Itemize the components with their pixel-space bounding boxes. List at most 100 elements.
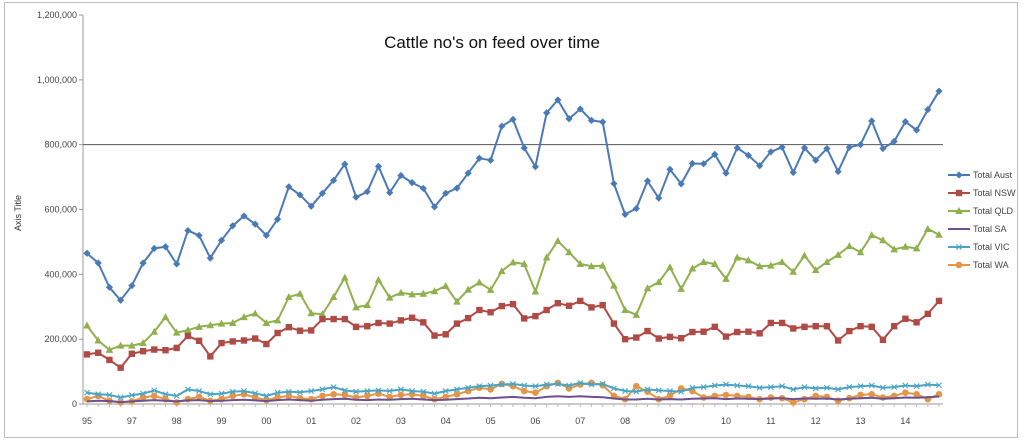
marker-stroke <box>924 381 931 388</box>
data-point <box>408 290 416 298</box>
data-point <box>363 392 371 400</box>
data-point <box>195 322 203 330</box>
x-tick-label: 13 <box>856 416 866 426</box>
data-point <box>352 193 360 201</box>
marker-stroke <box>835 386 842 393</box>
data-point <box>666 263 674 271</box>
marker-stroke <box>207 391 214 398</box>
marker-stroke <box>532 383 539 390</box>
x-tick-label: 95 <box>82 416 92 426</box>
data-point <box>543 381 550 388</box>
data-point <box>644 327 651 335</box>
data-point <box>251 394 259 401</box>
data-point <box>622 388 629 395</box>
data-point <box>117 364 124 371</box>
data-point <box>83 351 91 358</box>
marker-stroke <box>678 388 685 395</box>
data-point <box>756 330 763 337</box>
data-point <box>856 248 865 256</box>
data-point <box>486 156 495 164</box>
chart-frame: 0 200,000 400,000 600,000 800,000 1,000,000 1,… <box>4 2 1018 438</box>
data-point <box>767 384 774 391</box>
data-point <box>150 392 158 400</box>
marker-stroke <box>364 388 371 395</box>
x-tick-label: 14 <box>900 416 910 426</box>
marker-stroke <box>252 390 259 397</box>
marker-stroke <box>196 388 203 395</box>
data-point <box>610 385 617 392</box>
data-point <box>890 245 898 253</box>
data-point <box>229 392 237 400</box>
series-line-total-qld <box>86 227 940 351</box>
data-point <box>711 323 718 331</box>
data-point <box>420 319 427 326</box>
data-point <box>800 251 809 259</box>
data-point <box>431 332 438 339</box>
legend-label: Total QLD <box>973 206 1014 216</box>
data-point <box>767 148 775 156</box>
data-point <box>285 323 292 331</box>
data-point <box>162 391 169 398</box>
data-point <box>879 394 887 401</box>
data-point <box>184 226 192 235</box>
data-point <box>745 383 752 390</box>
data-point <box>565 302 573 309</box>
data-point <box>319 315 326 323</box>
data-point <box>161 313 170 321</box>
data-point <box>689 328 696 336</box>
x-tick-label: 06 <box>530 416 540 426</box>
data-point <box>857 323 864 330</box>
data-point <box>565 115 573 123</box>
x-tick-label: 10 <box>721 416 731 426</box>
marker-stroke <box>330 384 337 391</box>
data-point <box>341 273 349 281</box>
data-point <box>755 262 764 270</box>
data-point <box>588 304 595 311</box>
data-point <box>128 392 135 399</box>
marker-stroke <box>453 386 460 393</box>
data-point <box>285 388 292 395</box>
data-point <box>173 392 180 399</box>
legend-item-total-wa: Total WA <box>948 260 1009 270</box>
data-point <box>420 392 427 400</box>
data-point <box>329 293 338 301</box>
marker-stroke <box>420 388 427 395</box>
marker-stroke <box>386 388 393 395</box>
marker-stroke <box>117 394 124 401</box>
data-point <box>251 220 259 228</box>
data-point <box>352 303 360 311</box>
marker-stroke <box>431 390 438 397</box>
plot-area <box>82 15 943 405</box>
data-point <box>655 387 662 394</box>
marker-stroke <box>666 388 673 395</box>
data-point <box>184 326 192 334</box>
data-point <box>453 320 461 327</box>
data-point <box>196 388 203 395</box>
data-point <box>733 144 741 152</box>
data-point <box>632 204 640 213</box>
data-point <box>476 383 483 390</box>
data-point <box>778 319 786 327</box>
data-point <box>688 159 696 168</box>
data-point <box>374 275 383 283</box>
x-tick-label: 99 <box>217 416 227 426</box>
data-point <box>128 341 136 349</box>
data-point <box>901 242 910 250</box>
data-point <box>722 274 730 282</box>
data-point <box>263 340 270 348</box>
data-point <box>868 382 875 389</box>
data-point <box>587 262 596 270</box>
data-point <box>83 249 91 257</box>
marker-stroke <box>353 388 360 395</box>
marker-stroke <box>779 383 786 390</box>
data-point <box>116 341 125 349</box>
marker-stroke <box>162 391 169 398</box>
data-point <box>666 388 673 395</box>
data-point <box>297 389 303 396</box>
data-point <box>408 178 416 187</box>
data-point <box>453 390 461 398</box>
marker-stroke <box>285 388 292 395</box>
legend-marker <box>956 244 962 250</box>
data-point <box>902 315 909 322</box>
data-point <box>913 390 920 398</box>
